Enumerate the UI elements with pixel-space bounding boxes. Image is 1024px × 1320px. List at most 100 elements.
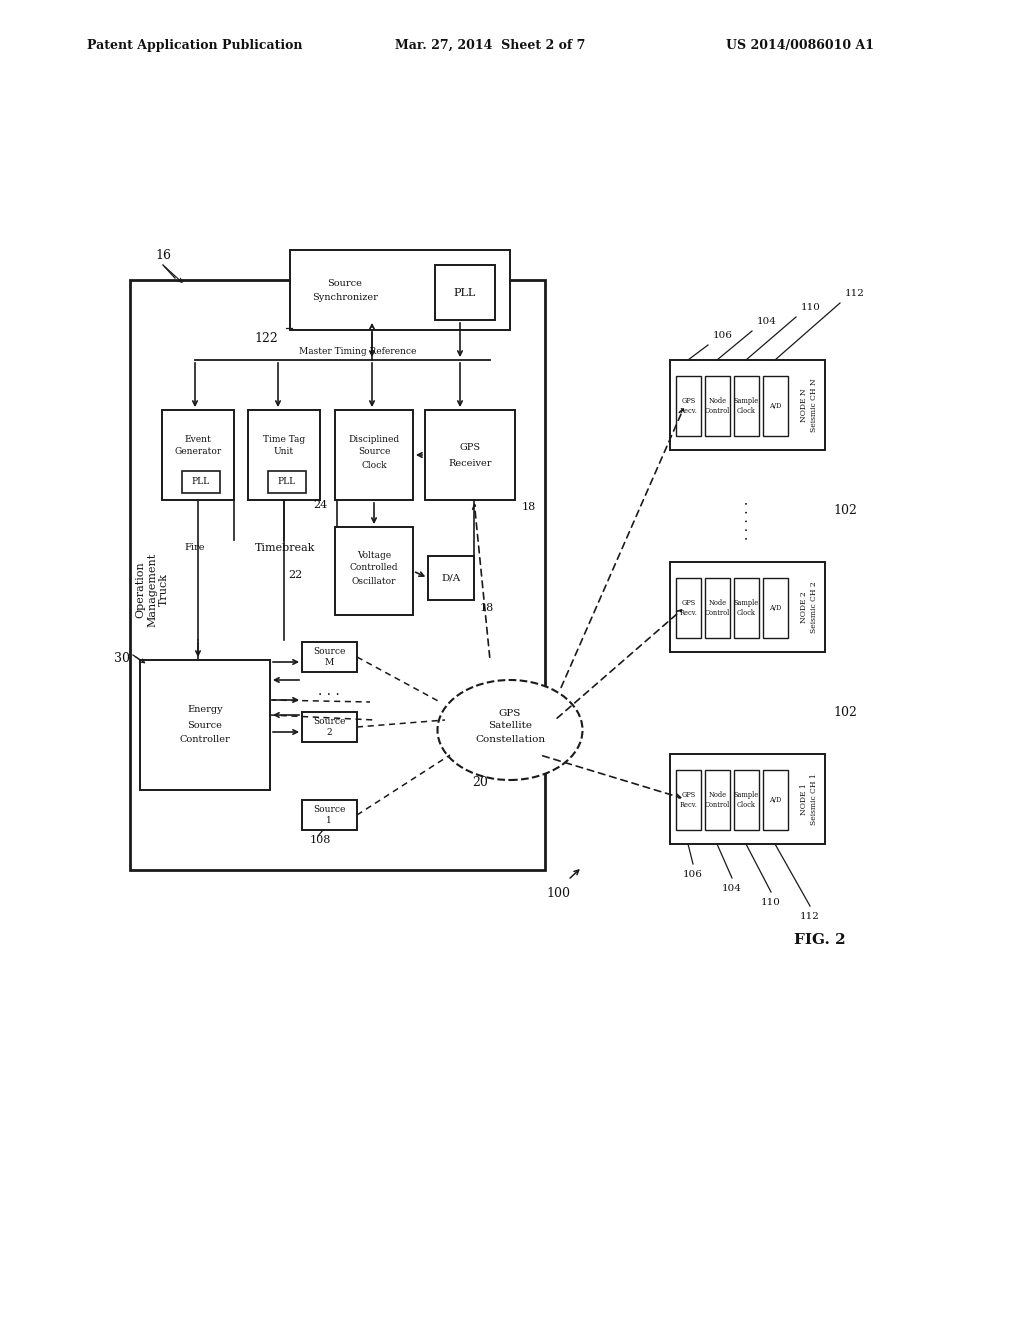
Bar	[705, 578, 730, 638]
Text: Source: Source	[328, 279, 362, 288]
Text: 108: 108	[310, 836, 332, 845]
Bar	[705, 770, 730, 830]
Text: 24: 24	[313, 500, 328, 510]
Text: NODE N
Seismic CH N: NODE N Seismic CH N	[801, 379, 817, 432]
Bar	[763, 770, 788, 830]
Text: D/A: D/A	[441, 573, 461, 582]
Text: 104: 104	[757, 317, 777, 326]
Bar	[268, 471, 306, 492]
Text: 112: 112	[845, 289, 865, 298]
Text: Master Timing Reference: Master Timing Reference	[299, 347, 417, 356]
Bar	[734, 376, 759, 436]
Text: NODE 1
Seismic CH 1: NODE 1 Seismic CH 1	[801, 774, 817, 825]
Bar	[435, 265, 495, 319]
Text: Synchronizer: Synchronizer	[312, 293, 378, 301]
Text: PLL: PLL	[278, 478, 296, 487]
Text: GPS
Recv.: GPS Recv.	[680, 792, 697, 809]
Text: Node
Control: Node Control	[705, 792, 730, 809]
Text: GPS
Recv.: GPS Recv.	[680, 397, 697, 414]
Bar	[425, 411, 515, 500]
Bar	[670, 562, 825, 652]
Bar	[248, 411, 319, 500]
Text: 18: 18	[480, 603, 495, 612]
Text: 20: 20	[472, 776, 487, 788]
Text: 16: 16	[155, 249, 171, 261]
Text: Time Tag: Time Tag	[263, 436, 305, 445]
Text: 18: 18	[522, 502, 537, 512]
Text: PLL: PLL	[191, 478, 210, 487]
Bar	[734, 578, 759, 638]
Text: Disciplined: Disciplined	[348, 434, 399, 444]
Text: Source
M: Source M	[312, 647, 345, 667]
Bar	[676, 578, 701, 638]
Text: · · · · ·: · · · · ·	[741, 500, 755, 540]
Bar	[676, 770, 701, 830]
Text: Energy: Energy	[187, 705, 223, 714]
Text: PLL: PLL	[454, 288, 476, 298]
Text: 122: 122	[254, 333, 278, 345]
Text: 102: 102	[833, 503, 857, 516]
Bar	[182, 471, 220, 492]
Text: Controller: Controller	[179, 735, 230, 744]
Text: Oscillator: Oscillator	[352, 577, 396, 586]
Text: Fire: Fire	[184, 544, 205, 553]
Text: Source
2: Source 2	[312, 717, 345, 737]
Text: A/D: A/D	[769, 796, 781, 804]
Text: Generator: Generator	[174, 447, 221, 457]
Bar	[302, 642, 357, 672]
Bar	[302, 711, 357, 742]
Text: Controlled: Controlled	[350, 564, 398, 573]
Text: 22: 22	[288, 570, 302, 579]
Text: Sample
Clock: Sample Clock	[734, 792, 759, 809]
Text: A/D: A/D	[769, 605, 781, 612]
Bar	[428, 556, 474, 601]
Text: Operation
Management
Truck: Operation Management Truck	[135, 553, 169, 627]
Text: 106: 106	[713, 331, 733, 341]
Bar	[162, 411, 234, 500]
Text: Voltage: Voltage	[357, 550, 391, 560]
Bar	[763, 376, 788, 436]
Text: Mar. 27, 2014  Sheet 2 of 7: Mar. 27, 2014 Sheet 2 of 7	[395, 38, 585, 51]
Bar	[670, 360, 825, 450]
Bar	[763, 578, 788, 638]
Text: · · ·: · · ·	[318, 688, 340, 702]
Text: Satellite: Satellite	[488, 722, 532, 730]
Text: 112: 112	[800, 912, 820, 921]
Text: Clock: Clock	[361, 461, 387, 470]
Text: Node
Control: Node Control	[705, 397, 730, 414]
Bar	[335, 527, 413, 615]
Text: 110: 110	[761, 898, 781, 907]
Text: Source: Source	[357, 447, 390, 457]
Text: GPS: GPS	[460, 442, 480, 451]
Text: A/D: A/D	[769, 403, 781, 411]
Bar	[290, 249, 510, 330]
Text: Receiver: Receiver	[449, 458, 492, 467]
Text: 102: 102	[833, 706, 857, 719]
Text: Node
Control: Node Control	[705, 599, 730, 616]
Bar	[335, 411, 413, 500]
Text: Event: Event	[184, 436, 211, 445]
Text: NODE 2
Seismic CH 2: NODE 2 Seismic CH 2	[801, 581, 817, 632]
Ellipse shape	[437, 680, 583, 780]
Text: GPS
Recv.: GPS Recv.	[680, 599, 697, 616]
Text: Timebreak: Timebreak	[255, 543, 315, 553]
Text: 106: 106	[683, 870, 702, 879]
Bar	[670, 754, 825, 843]
Text: Sample
Clock: Sample Clock	[734, 397, 759, 414]
Text: GPS: GPS	[499, 710, 521, 718]
Bar	[130, 280, 545, 870]
Text: Unit: Unit	[274, 447, 294, 457]
Bar	[734, 770, 759, 830]
Bar	[705, 376, 730, 436]
Text: Constellation: Constellation	[475, 734, 545, 743]
Text: 104: 104	[722, 884, 742, 894]
Text: FIG. 2: FIG. 2	[795, 933, 846, 946]
Bar	[302, 800, 357, 830]
Text: US 2014/0086010 A1: US 2014/0086010 A1	[726, 38, 874, 51]
Text: Source: Source	[187, 721, 222, 730]
Text: Source
1: Source 1	[312, 805, 345, 825]
Text: 30: 30	[114, 652, 130, 665]
Bar	[676, 376, 701, 436]
Bar	[140, 660, 270, 789]
Text: 110: 110	[801, 304, 821, 312]
